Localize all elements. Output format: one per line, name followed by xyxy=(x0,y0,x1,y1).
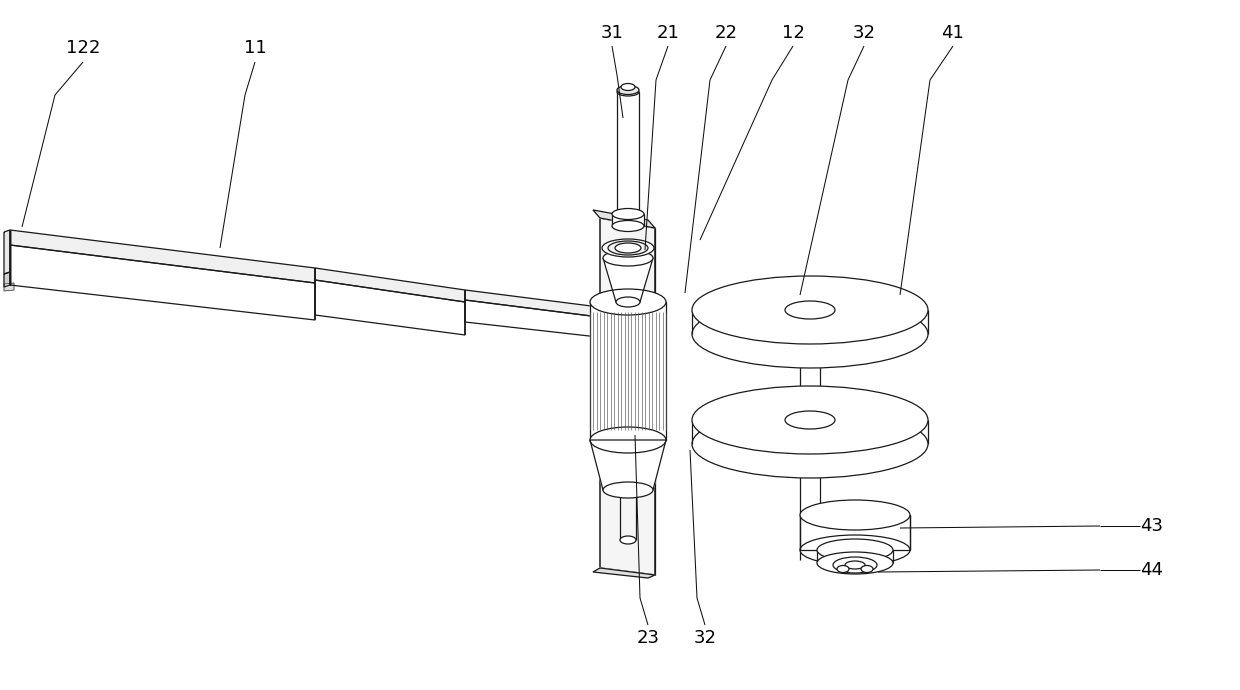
Text: 31: 31 xyxy=(600,24,624,42)
Ellipse shape xyxy=(844,561,866,569)
Text: 23: 23 xyxy=(636,629,660,647)
Polygon shape xyxy=(10,245,315,320)
Ellipse shape xyxy=(601,239,653,257)
Ellipse shape xyxy=(692,300,928,368)
Polygon shape xyxy=(4,272,10,287)
Polygon shape xyxy=(618,92,639,222)
Ellipse shape xyxy=(785,411,835,429)
Ellipse shape xyxy=(590,289,666,315)
Ellipse shape xyxy=(613,208,644,219)
Polygon shape xyxy=(593,210,655,228)
Text: 44: 44 xyxy=(1141,561,1163,579)
Polygon shape xyxy=(590,302,666,440)
Ellipse shape xyxy=(618,88,639,96)
Text: 32: 32 xyxy=(693,629,717,647)
Polygon shape xyxy=(613,214,644,226)
Ellipse shape xyxy=(692,386,928,454)
Text: 22: 22 xyxy=(714,24,738,42)
Ellipse shape xyxy=(616,297,640,307)
Ellipse shape xyxy=(785,435,835,453)
Polygon shape xyxy=(603,258,653,302)
Ellipse shape xyxy=(817,552,893,574)
Ellipse shape xyxy=(618,86,639,95)
Polygon shape xyxy=(590,440,666,490)
Ellipse shape xyxy=(603,250,653,266)
Ellipse shape xyxy=(613,221,644,232)
Text: 11: 11 xyxy=(243,39,267,57)
Polygon shape xyxy=(465,290,608,318)
Ellipse shape xyxy=(692,276,928,344)
Ellipse shape xyxy=(833,557,877,573)
Polygon shape xyxy=(465,300,608,338)
Ellipse shape xyxy=(800,500,910,530)
Ellipse shape xyxy=(861,566,873,573)
Ellipse shape xyxy=(817,539,893,561)
Polygon shape xyxy=(10,230,315,283)
Ellipse shape xyxy=(837,566,849,573)
Text: 43: 43 xyxy=(1141,517,1163,535)
Polygon shape xyxy=(4,230,10,274)
Polygon shape xyxy=(4,283,14,291)
Ellipse shape xyxy=(692,410,928,478)
Text: 122: 122 xyxy=(66,39,100,57)
Ellipse shape xyxy=(590,427,666,453)
Ellipse shape xyxy=(620,536,636,544)
Ellipse shape xyxy=(800,306,820,314)
Polygon shape xyxy=(600,218,655,575)
Ellipse shape xyxy=(608,241,649,255)
Polygon shape xyxy=(315,280,465,335)
Ellipse shape xyxy=(615,243,641,253)
Text: 32: 32 xyxy=(853,24,875,42)
Ellipse shape xyxy=(618,218,639,226)
Text: 21: 21 xyxy=(656,24,680,42)
Ellipse shape xyxy=(621,83,635,90)
Polygon shape xyxy=(593,568,655,578)
Ellipse shape xyxy=(800,535,910,565)
Text: 41: 41 xyxy=(941,24,965,42)
Polygon shape xyxy=(315,268,465,302)
Ellipse shape xyxy=(603,482,653,498)
Ellipse shape xyxy=(785,301,835,319)
Polygon shape xyxy=(800,515,910,550)
Text: 12: 12 xyxy=(781,24,805,42)
Ellipse shape xyxy=(785,325,835,343)
